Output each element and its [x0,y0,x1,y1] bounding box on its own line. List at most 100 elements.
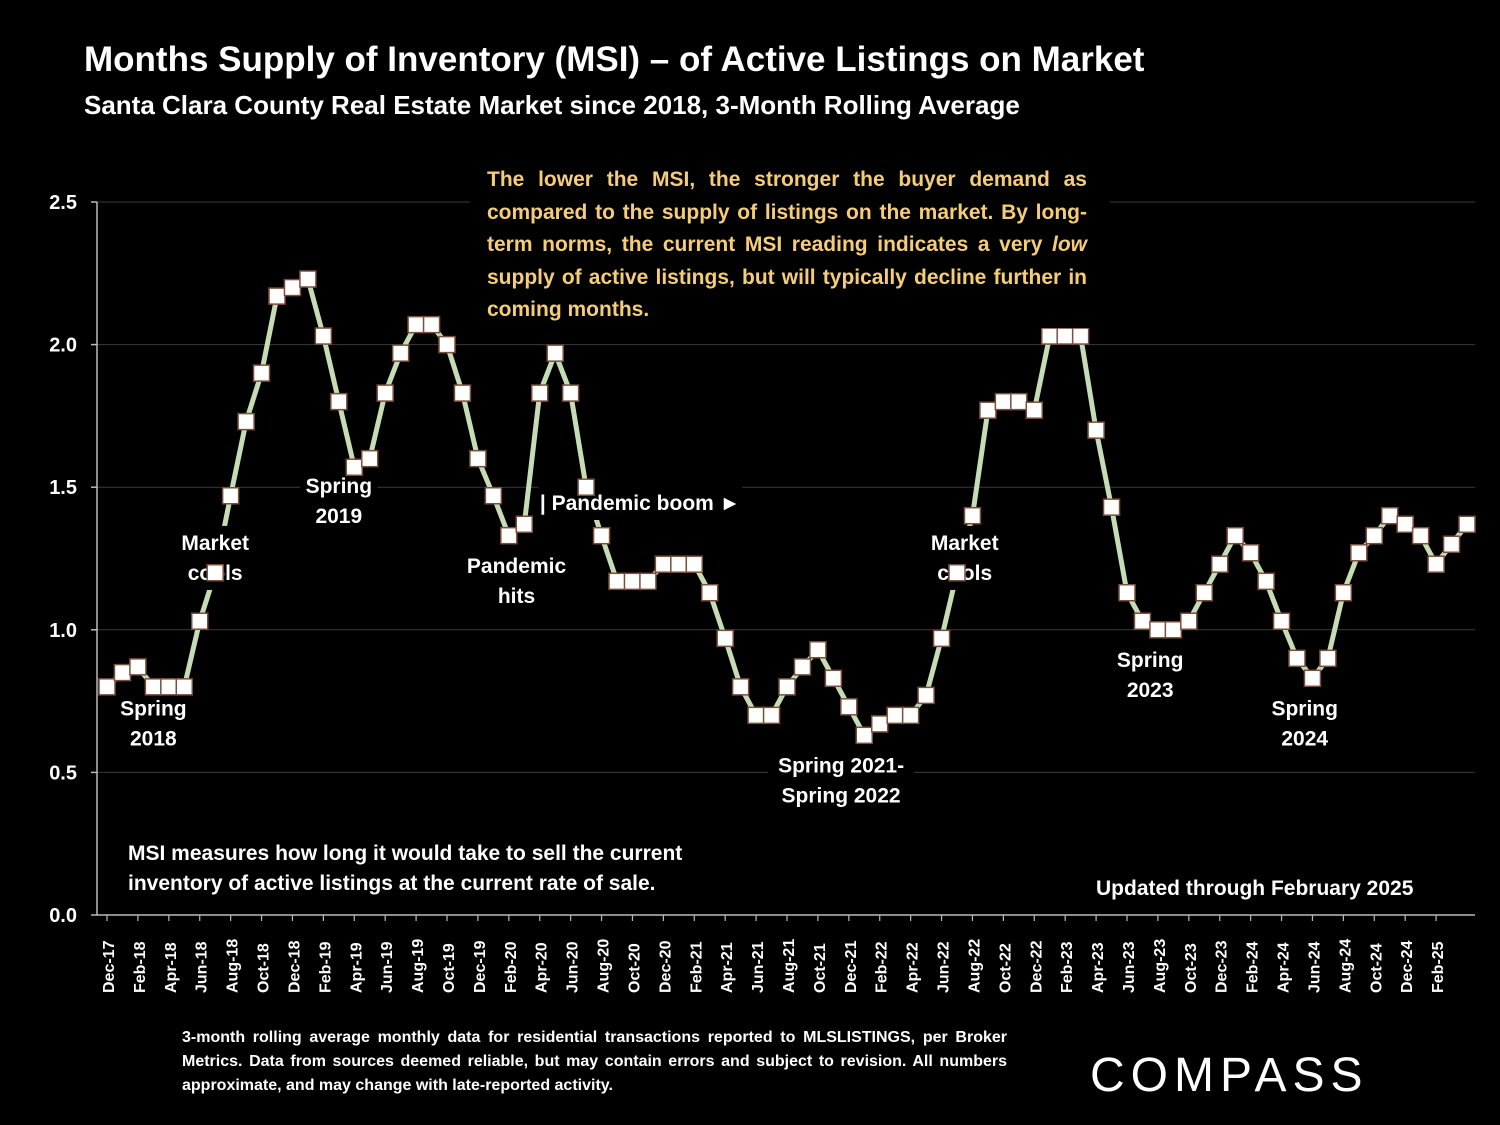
x-tick-label: Jun-24 [1306,941,1323,993]
data-point-marker [500,526,518,545]
compass-logo: COMPASS [1090,1044,1410,1104]
y-tick-label: 1.0 [49,620,77,642]
data-point-marker [299,270,317,288]
data-point-marker [1087,421,1105,439]
data-point-marker [1164,621,1183,639]
data-point-marker [809,641,827,659]
x-tick-label: Apr-23 [1090,942,1107,993]
data-point-marker [1118,583,1136,602]
data-point-marker [1025,401,1044,419]
note-text-start: The lower the MSI, the stronger the buye… [487,168,1087,256]
x-tick-label: Aug-19 [410,939,427,993]
data-point-marker [793,658,812,676]
data-point-marker [221,487,240,505]
x-tick-label: Oct-23 [1183,943,1200,993]
annotation-backing [768,748,915,813]
annotation-label: Spring [306,475,373,498]
updated-through-label: Updated through February 2025 [1096,877,1414,900]
x-tick-label: Oct-22 [997,943,1014,993]
annotation-label: 2024 [1281,727,1328,750]
compass-logo-text: COMPASS [1090,1049,1368,1102]
data-point-marker [360,449,379,468]
data-point-marker [422,315,441,334]
data-point-marker [237,412,255,431]
x-tick-label: Apr-22 [905,942,922,993]
data-point-marker [1396,515,1414,534]
annotation-label: Spring [1271,697,1338,720]
data-point-marker [1010,392,1028,411]
x-tick-label: Dec-18 [286,940,303,993]
data-point-marker [98,678,116,696]
x-tick-label: Oct-20 [626,943,643,993]
annotation-label: 2018 [130,727,177,750]
x-tick-label: Dec-19 [472,940,489,993]
data-point-marker [268,287,286,305]
data-point-marker [206,564,224,582]
data-point-marker [1040,327,1059,345]
data-point-marker [113,663,132,682]
x-tick-label: Aug-20 [596,939,613,993]
annotation-label: Market [181,532,249,555]
msi-definition-note: MSI measures how long it would take to s… [128,842,683,895]
data-point-marker [700,583,719,602]
data-point-marker [670,555,688,573]
data-point-marker [577,478,595,496]
x-tick-label: Dec-20 [657,940,674,993]
data-point-marker [654,555,673,573]
x-tick-label: Oct-18 [256,943,273,993]
data-point-marker [870,715,889,733]
data-point-marker [778,678,796,696]
data-point-marker [144,678,163,696]
data-point-marker [1380,506,1399,525]
annotation-label: Spring 2022 [782,784,901,807]
note-backdrop [470,160,1110,328]
x-tick-label: Dec-22 [1028,940,1045,993]
x-tick-label: Oct-21 [812,943,829,993]
data-point-marker [407,315,425,334]
x-tick-label: Feb-22 [874,941,891,993]
data-point-marker [1241,544,1260,562]
data-point-marker [623,572,642,591]
y-tick-label: 0.0 [49,905,77,927]
x-tick-label: Apr-20 [534,942,551,993]
data-point-marker [129,658,147,676]
data-point-marker [932,629,951,648]
annotation-label: 2019 [315,505,362,528]
x-tick-label: Jun-18 [194,941,211,993]
data-point-marker [160,678,178,696]
annotation-label: Market [931,532,999,555]
data-point-marker [886,706,904,725]
annotation-backing [538,486,742,521]
data-point-marker [1257,572,1275,591]
x-tick-label: Jun-20 [565,941,582,993]
annotation-backing [300,468,378,533]
x-tick-label: Dec-24 [1399,940,1416,993]
data-point-marker [901,706,920,725]
x-tick-label: Jun-22 [936,941,953,993]
data-point-marker [1056,327,1074,345]
x-tick-label: Feb-21 [688,941,705,993]
data-point-marker [948,564,966,582]
x-tick-label: Apr-18 [163,942,180,993]
data-point-marker [639,572,657,591]
data-point-marker [515,515,534,534]
data-point-marker [453,384,472,402]
data-point-marker [1071,327,1090,345]
x-tick-label: Feb-24 [1245,941,1262,993]
x-tick-label: Feb-20 [503,941,520,993]
annotation-label: | Pandemic boom ► [540,492,741,515]
data-point-marker [190,612,209,630]
data-point-marker [762,706,781,725]
y-tick-label: 2.0 [49,335,77,357]
note-text-emphasis: low [1052,233,1087,256]
data-point-marker [608,572,626,591]
data-point-marker [1319,649,1337,668]
annotation-backing [1111,642,1189,707]
x-tick-label: Oct-24 [1368,943,1385,993]
data-point-marker [283,278,302,297]
x-tick-label: Apr-19 [348,942,365,993]
data-point-marker [1442,535,1461,553]
data-point-marker [979,401,997,419]
y-tick-label: 0.5 [49,762,77,784]
